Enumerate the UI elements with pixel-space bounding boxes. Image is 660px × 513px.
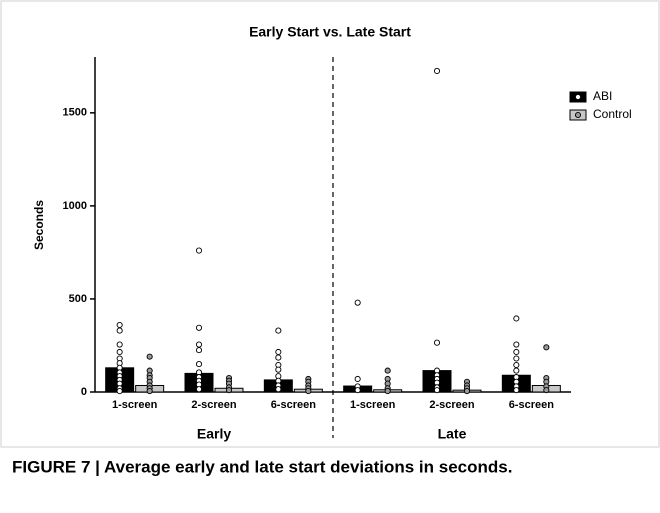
- x-tick-label: 6-screen: [509, 399, 555, 411]
- data-point: [195, 247, 203, 254]
- y-axis-label: Seconds: [32, 200, 46, 250]
- y-tick-label: 1000: [63, 200, 87, 212]
- data-point: [354, 375, 361, 383]
- data-point: [116, 388, 123, 395]
- data-point: [513, 367, 520, 374]
- x-tick-label: 2-screen: [429, 399, 475, 411]
- data-point: [275, 366, 282, 373]
- y-tick-label: 1500: [63, 107, 87, 119]
- data-point: [116, 327, 123, 334]
- group-label: Late: [438, 426, 467, 442]
- data-point: [305, 388, 312, 395]
- data-point: [116, 341, 123, 348]
- legend-point: [574, 111, 582, 119]
- data-point: [195, 386, 203, 393]
- y-tick-label: 0: [81, 386, 87, 398]
- y-tick-label: 500: [69, 293, 87, 305]
- data-point: [513, 341, 520, 348]
- group-label: Early: [197, 426, 231, 442]
- data-point: [275, 386, 282, 393]
- legend-label: ABI: [593, 89, 612, 103]
- chart-title: Early Start vs. Late Start: [249, 24, 411, 40]
- legend-label: Control: [593, 107, 632, 121]
- data-point: [433, 339, 441, 346]
- frame: [0, 0, 660, 448]
- data-point: [433, 67, 441, 75]
- data-point: [513, 387, 520, 394]
- data-point: [513, 315, 520, 322]
- x-tick-label: 1-screen: [350, 399, 396, 411]
- data-point: [195, 324, 203, 331]
- data-point: [513, 355, 520, 362]
- data-point: [275, 348, 282, 356]
- data-point: [195, 361, 203, 368]
- data-point: [384, 367, 391, 374]
- data-point: [384, 388, 391, 395]
- legend-point: [574, 93, 582, 101]
- data-point: [354, 299, 361, 306]
- data-point: [275, 327, 282, 334]
- data-point: [543, 344, 550, 351]
- data-point: [275, 354, 282, 361]
- x-tick-label: 6-screen: [271, 399, 317, 411]
- data-point: [354, 387, 361, 394]
- data-point: [513, 361, 520, 369]
- data-point: [463, 388, 471, 395]
- data-point: [195, 347, 203, 354]
- x-tick-label: 1-screen: [112, 399, 158, 411]
- data-point: [116, 348, 123, 356]
- figure-caption: FIGURE 7 | Average early and late start …: [12, 457, 512, 476]
- data-point: [116, 321, 123, 329]
- data-point: [225, 387, 233, 394]
- data-point: [433, 387, 441, 394]
- data-point: [146, 388, 153, 395]
- data-point: [146, 353, 153, 360]
- data-point: [195, 341, 203, 348]
- x-tick-label: 2-screen: [191, 399, 237, 411]
- data-point: [513, 348, 520, 356]
- data-point: [543, 387, 550, 394]
